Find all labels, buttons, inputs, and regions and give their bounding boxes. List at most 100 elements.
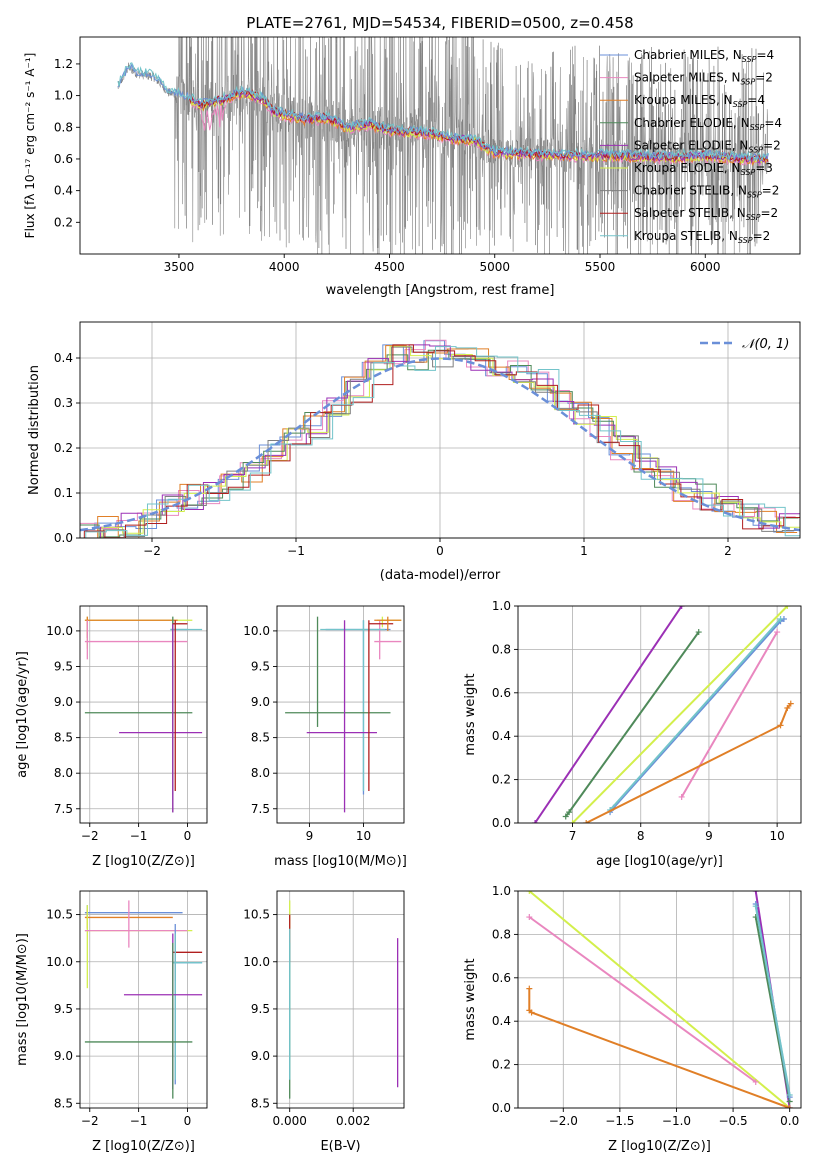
spectrum-model-KroupaELODIE [189,90,769,164]
weight-marker-KroupaMILES [787,700,794,707]
age_vs_Z-ytick-label: 8.5 [54,731,73,745]
mass_vs_Z-frame: −2 −1 0 8.5 9.0 9.5 10.0 10.5 [46,890,208,1128]
weight-marker-SalpMILES [678,793,685,800]
massweight_vs_Z-lines [526,891,793,1108]
weight-marker-KroupaELODIE [526,891,533,894]
weight-line-KroupaMILES [585,702,792,823]
weight-marker-KroupaELODIE [784,606,791,609]
weight-marker-SalpMILES [774,629,781,636]
massweight_vs_Z-xtick-label: −1.5 [605,1114,634,1128]
massweight_vs_age-border [517,605,802,824]
weight-line-KroupaSTELIB [609,618,782,811]
weight-marker-ChabELODIE [566,809,573,816]
massweight_vs_Z-ytick-label: 0.4 [492,1014,511,1028]
mass_vs_Z-errorbars [84,900,203,1099]
weight-marker-KroupaSTELIB [752,903,759,910]
residuals-xlabel: (data-model)/error [380,568,501,583]
age_vs_mass-xlabel: mass [log10(M/M⊙)] [274,854,407,869]
gaussian-legend-label: 𝒩(0, 1) [742,337,789,352]
mass_vs_Z-ylabel: mass [log10(M/M⊙)] [15,933,30,1066]
spectrum-ytick-label: 1.0 [54,89,73,103]
plot-layer: 3500 4000 4500 5000 5500 6000 0.2 0.4 0.6 0.8 1.0 1… [15,36,802,1154]
weight-marker-ChabELODIE [695,629,702,636]
mass_vs_Z-axes [80,891,207,1108]
massweight_vs_age-ytick-label: 0.2 [492,773,511,787]
weight-marker-SalpMILES [752,1078,759,1085]
spectrum-xtick-label: 4000 [269,260,300,274]
spectrum-ytick-label: 0.8 [54,120,73,134]
mass_vs_Z-ytick-label: 10.0 [46,955,73,969]
age_vs_Z-ytick-label: 8.0 [54,766,73,780]
spectrum-lines [117,37,769,254]
age_vs_mass-frame: 9 10 7.5 8.0 8.5 9.0 9.5 10.0 [243,605,405,843]
weight-marker-SalpELODIE [678,606,685,609]
age_vs_Z-ytick-label: 9.0 [54,695,73,709]
massweight_vs_Z-ytick-label: 0.8 [492,927,511,941]
spectrum-ytick-label: 0.4 [54,184,73,198]
age_vs_mass-axes [277,606,404,823]
legend-label: Chabrier STELIB, NSSP=2 [634,184,779,200]
weight-marker-KroupaMILES [528,1009,535,1016]
mass_vs_Z-xtick-label: −1 [130,1114,148,1128]
massweight_vs_Z-xtick-label: −2.0 [549,1114,578,1128]
age_vs_mass-ytick-label: 9.0 [251,695,270,709]
residuals-xtick-label: −2 [143,544,161,558]
legend-label: Kroupa STELIB, NSSP=2 [634,229,770,245]
mass_vs_Z-ytick-label: 9.5 [54,1002,73,1016]
residuals-ytick-label: 0.2 [54,441,73,455]
age_vs_mass-xtick-label: 9 [306,829,314,843]
age_vs_mass-ytick-label: 7.5 [251,802,270,816]
residuals-xtick-label: 0 [436,544,444,558]
weight-marker-KroupaELODIE [569,820,576,823]
age_vs_Z-xlabel: Z [log10(Z/Z⊙)] [92,854,195,869]
massweight_vs_Z-frame: −2.0 −1.5 −1.0 −0.5 0.0 0.0 0.2 0.4 0.6 0.8 1.0 [492,884,802,1128]
spectrum-ytick-label: 1.2 [54,57,73,71]
weight-marker-SalpELODIE [532,820,539,823]
spectrum-xtick-label: 3500 [164,260,195,274]
age_vs_Z-xtick-label: 0 [184,829,192,843]
legend-label: Chabrier MILES, NSSP=4 [634,48,774,64]
spectrum-legend: Chabrier MILES, NSSP=4 Salpeter MILES, NS… [600,48,782,245]
age_vs_mass-errorbars [285,616,402,813]
weight-marker-KroupaMILES [784,704,791,711]
mass_vs_Z-ytick-label: 10.5 [46,908,73,922]
residuals-xtick-label: −1 [287,544,305,558]
weight-marker-KroupaMILES [777,722,784,729]
massweight_vs_Z-ylabel: mass weight [463,958,478,1040]
weight-marker-SalpELODIE [752,891,759,894]
legend-label: Salpeter STELIB, NSSP=2 [634,206,778,222]
massweight_vs_age-ytick-label: 0.4 [492,729,511,743]
weight-line-KroupaELODIE [528,891,791,1108]
massweight_vs_Z-ytick-label: 0.2 [492,1058,511,1072]
mass_vs_ebv-ytick-label: 10.0 [243,955,270,969]
weight-line-SalpELODIE [534,606,683,823]
age_vs_Z-border [79,605,208,824]
weight-line-KroupaMILES [528,988,791,1108]
mass_vs_ebv-ytick-label: 9.5 [251,1002,270,1016]
massweight_vs_age-xlabel: age [log10(age/yr)] [596,854,723,869]
legend-label: Chabrier ELODIE, NSSP=4 [634,116,782,132]
age_vs_mass-ytick-label: 9.5 [251,659,270,673]
spectrum-xtick-label: 4500 [374,260,405,274]
massweight_vs_age-ytick-label: 0.6 [492,686,511,700]
residuals-ytick-label: 0.1 [54,486,73,500]
legend-label: Kroupa MILES, NSSP=4 [634,93,765,109]
weight-line-SalpMILES [680,631,778,798]
massweight_vs_Z-xlabel: Z [log10(Z/Z⊙)] [608,1139,711,1154]
mass_vs_ebv-frame: 0.000 0.002 8.5 9.0 9.5 10.0 10.5 [243,890,405,1128]
weight-line-KroupaSTELIB [754,906,791,1096]
spectrum-model-ChabMILES [117,62,769,162]
residuals-ytick-label: 0.4 [54,351,73,365]
mass_vs_ebv-xlabel: E(B-V) [320,1139,360,1154]
spectrum-frame: 3500 4000 4500 5000 5500 6000 0.2 0.4 0.6 0.8 1.0 1… [54,36,801,274]
legend-label: Kroupa ELODIE, NSSP=3 [634,161,773,177]
spectrum-xtick-label: 5000 [479,260,510,274]
figure-title: PLATE=2761, MJD=54534, FIBERID=0500, z=0… [246,14,633,32]
massweight_vs_Z-xtick-label: −0.5 [719,1114,748,1128]
weight-marker-ChabELODIE [562,813,569,820]
weight-line-SalpMILES [528,916,757,1083]
massweight_vs_age-ytick-label: 0.8 [492,642,511,656]
mass_vs_ebv-xtick-label: 0.002 [336,1114,370,1128]
